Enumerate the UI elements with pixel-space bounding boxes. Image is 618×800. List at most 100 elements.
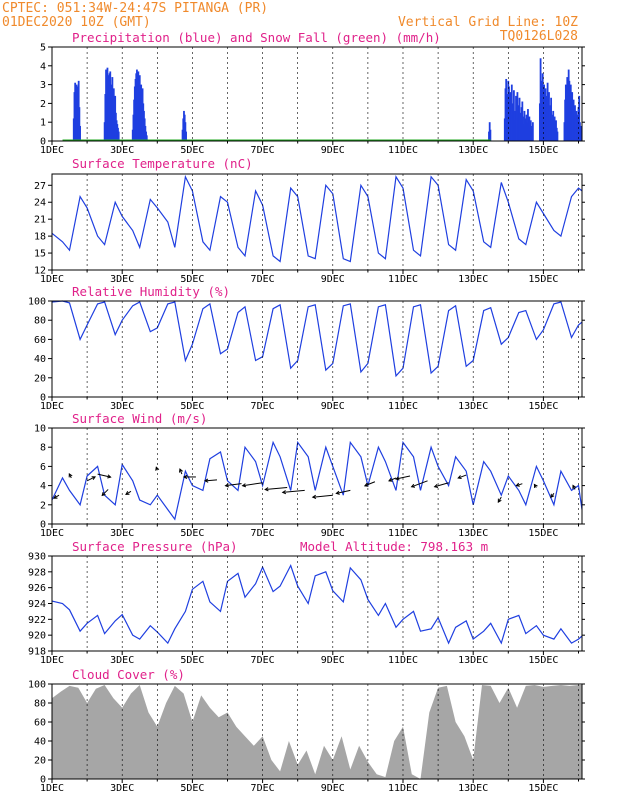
wind-arrow-head: [203, 478, 209, 483]
wind-frame: [51, 427, 583, 525]
y-tick-label: 922: [28, 615, 46, 626]
y-tick-label: 12: [34, 266, 46, 277]
wind-arrow: [225, 483, 242, 487]
rh-frame: [51, 300, 583, 398]
x-tick-label: 1DEC: [40, 528, 64, 539]
x-tick-label: 5DEC: [180, 401, 204, 412]
y-tick-label: 24: [34, 198, 46, 209]
temp-frame: [51, 173, 583, 271]
x-tick-label: 9DEC: [321, 274, 345, 285]
y-tick-label: 2: [40, 99, 46, 110]
y-tick-label: 15: [34, 249, 46, 260]
x-tick-label: 13DEC: [458, 145, 488, 156]
precip-title: Precipitation (blue) and Snow Fall (gree…: [72, 30, 441, 45]
y-tick-label: 926: [28, 583, 46, 594]
x-tick-label: 9DEC: [321, 655, 345, 666]
x-tick-label: 13DEC: [458, 655, 488, 666]
wind-arrow-head: [533, 483, 538, 489]
x-tick-label: 13DEC: [458, 783, 488, 794]
precip-bar: [548, 92, 550, 141]
header-grid-note: Vertical Grid Line: 10Z: [398, 15, 578, 30]
x-tick-label: 9DEC: [321, 528, 345, 539]
panel-temp: Surface Temperature (nC) 12 15 18 21 24 27 1DEC…: [34, 156, 585, 285]
precip-bar: [79, 125, 81, 141]
wind-arrow-head: [388, 477, 393, 482]
panel-precip: Precipitation (blue) and Snow Fall (gree…: [40, 30, 585, 156]
wind-arrow-head: [363, 482, 369, 487]
x-tick-label: 7DEC: [251, 274, 275, 285]
header-code: TQ0126L028: [500, 29, 578, 44]
precip-bar: [489, 129, 492, 141]
y-tick-label: 4: [40, 61, 46, 72]
panel-cloud: Cloud Cover (%) 0 20 40 60 80 100 1DEC 3DEC 5DEC 7…: [28, 667, 585, 794]
x-tick-label: 7DEC: [251, 783, 275, 794]
x-tick-label: 9DEC: [321, 401, 345, 412]
precip-bar: [117, 131, 120, 141]
wind-arrow: [411, 480, 428, 488]
y-tick-label: 924: [28, 599, 46, 610]
precip-bar: [531, 122, 534, 141]
panel-rh: Relative Humidity (%) 0 20 40 60 80 100 1DEC 3DE…: [28, 284, 585, 412]
panel-pressure: Surface Pressure (hPa) Model Altitude: 79…: [28, 539, 585, 666]
precip-bar: [185, 131, 187, 141]
wind-arrow-head: [68, 472, 73, 478]
x-tick-label: 11DEC: [388, 401, 418, 412]
x-tick-label: 11DEC: [388, 783, 418, 794]
wind-arrow: [395, 475, 411, 480]
x-tick-label: 5DEC: [180, 274, 204, 285]
wind-arrow-head: [91, 476, 97, 480]
y-tick-label: 4: [40, 481, 46, 492]
x-tick-label: 1DEC: [40, 145, 64, 156]
precip-bar: [556, 131, 559, 141]
y-tick-label: 20: [34, 373, 46, 384]
y-tick-label: 80: [34, 316, 46, 327]
y-tick-label: 0: [40, 775, 46, 786]
wind-arrow: [265, 487, 288, 491]
rh-line: [51, 300, 583, 378]
wind-arrow-head: [155, 466, 160, 471]
x-tick-label: 11DEC: [388, 528, 418, 539]
wind-arrow-head: [241, 483, 247, 488]
y-tick-label: 20: [34, 756, 46, 767]
wind-arrow-head: [394, 476, 400, 481]
wind-arrow-head: [311, 494, 317, 500]
wind-arrow-head: [433, 483, 439, 488]
y-tick-label: 920: [28, 631, 46, 642]
y-tick-label: 40: [34, 354, 46, 365]
precip-bar: [145, 135, 148, 141]
x-tick-label: 3DEC: [110, 274, 134, 285]
x-tick-label: 3DEC: [110, 655, 134, 666]
y-tick-label: 928: [28, 567, 46, 578]
wind-arrow-head: [497, 498, 502, 503]
wind-arrow-head: [179, 468, 183, 473]
cloud-area: [52, 685, 582, 779]
wind-arrow-head: [335, 490, 340, 495]
y-tick-label: 100: [28, 297, 46, 308]
wind-arrow: [457, 474, 467, 479]
wind-arrow: [364, 481, 376, 487]
wind-arrow: [388, 477, 397, 482]
x-tick-label: 11DEC: [388, 274, 418, 285]
x-tick-label: 3DEC: [110, 401, 134, 412]
wind-arrow-head: [101, 491, 106, 497]
x-tick-label: 7DEC: [251, 401, 275, 412]
wind-arrow: [282, 489, 305, 493]
wind-arrow-head: [264, 487, 269, 492]
y-tick-label: 930: [28, 552, 46, 563]
x-tick-label: 15DEC: [528, 274, 558, 285]
y-tick-label: 100: [28, 680, 46, 691]
wind-arrow-head: [515, 482, 520, 487]
y-tick-label: 60: [34, 335, 46, 346]
x-tick-label: 5DEC: [180, 528, 204, 539]
wind-arrow: [516, 483, 523, 487]
x-tick-label: 15DEC: [528, 401, 558, 412]
y-tick-label: 0: [40, 137, 46, 148]
y-tick-label: 918: [28, 647, 46, 658]
x-tick-label: 7DEC: [251, 145, 275, 156]
y-tick-label: 60: [34, 718, 46, 729]
wind-arrow-head: [182, 474, 188, 480]
precip-bar: [78, 107, 81, 141]
pressure-title: Surface Pressure (hPa): [72, 539, 238, 554]
x-tick-label: 5DEC: [180, 145, 204, 156]
